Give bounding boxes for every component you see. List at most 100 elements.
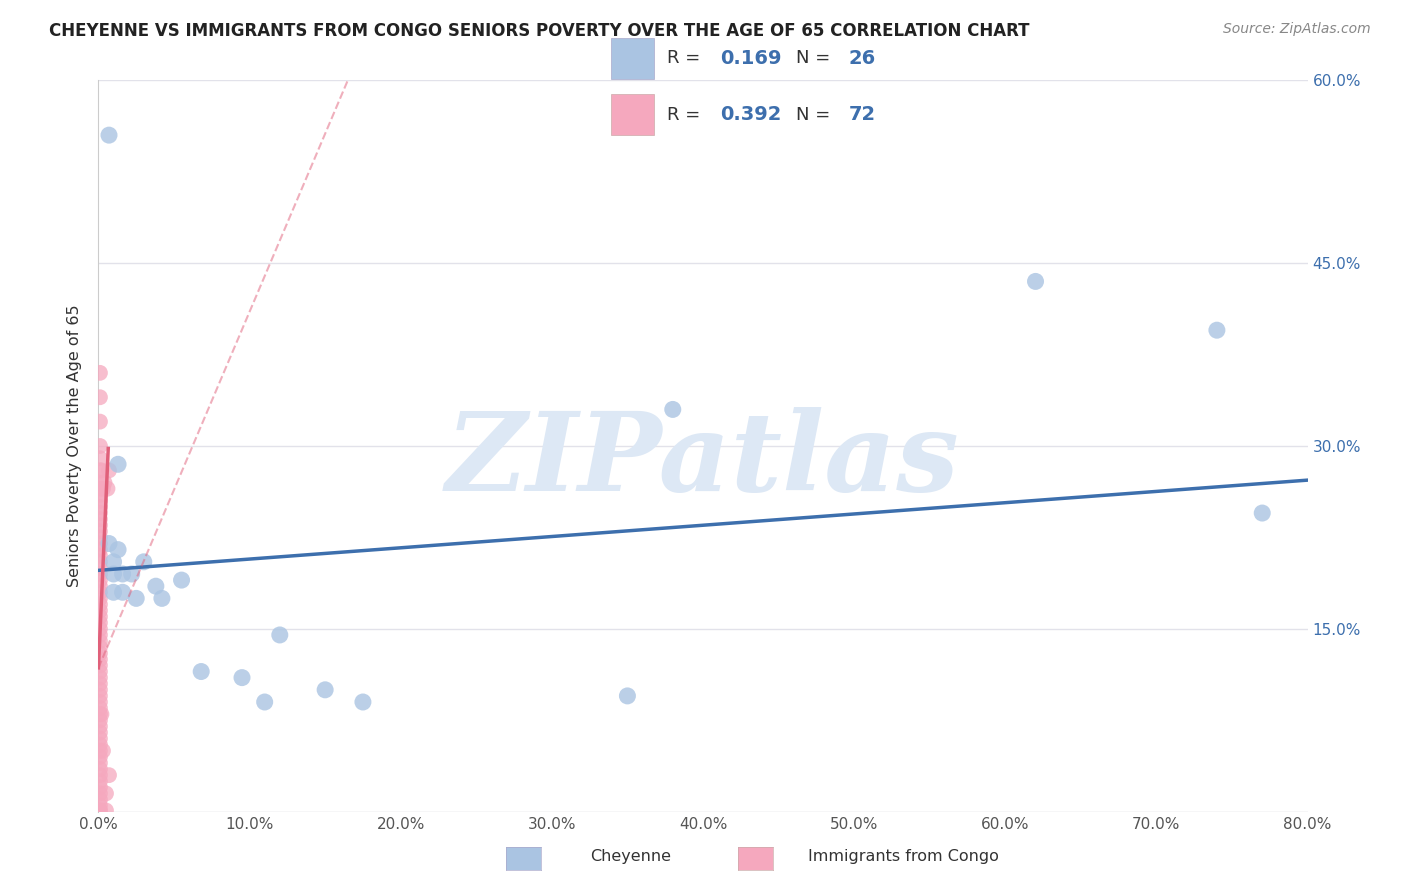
Text: ZIPatlas: ZIPatlas <box>446 407 960 515</box>
Point <box>1024 274 1046 288</box>
Point <box>190 665 212 679</box>
Point <box>89 738 111 752</box>
Y-axis label: Seniors Poverty Over the Age of 65: Seniors Poverty Over the Age of 65 <box>67 305 83 587</box>
Point <box>89 695 111 709</box>
Point <box>96 482 118 496</box>
Point <box>89 530 111 544</box>
Text: Immigrants from Congo: Immigrants from Congo <box>808 849 1000 863</box>
Point <box>89 689 111 703</box>
Point <box>89 731 111 746</box>
Point <box>89 518 111 533</box>
Point <box>269 628 291 642</box>
Point <box>89 682 111 697</box>
Point <box>107 542 129 557</box>
Text: 26: 26 <box>849 48 876 68</box>
Point <box>94 804 117 818</box>
Text: CHEYENNE VS IMMIGRANTS FROM CONGO SENIORS POVERTY OVER THE AGE OF 65 CORRELATION: CHEYENNE VS IMMIGRANTS FROM CONGO SENIOR… <box>49 22 1029 40</box>
Point <box>89 628 111 642</box>
Text: N =: N = <box>796 49 835 67</box>
Point <box>89 542 111 557</box>
Point <box>111 567 134 582</box>
Point <box>89 714 111 728</box>
Point <box>89 598 111 612</box>
Text: 0.169: 0.169 <box>720 48 782 68</box>
Point <box>352 695 374 709</box>
Point <box>98 768 121 782</box>
Point <box>150 591 173 606</box>
Point <box>89 701 111 715</box>
Point <box>103 555 125 569</box>
Point <box>89 665 111 679</box>
Point <box>616 689 638 703</box>
Text: 0.392: 0.392 <box>720 105 782 124</box>
Point <box>90 463 112 477</box>
Point <box>89 536 111 550</box>
Point <box>1251 506 1274 520</box>
Bar <box>610 95 654 136</box>
Point <box>89 415 111 429</box>
Point <box>89 622 111 636</box>
Point <box>89 744 111 758</box>
Point <box>89 749 111 764</box>
Point <box>89 524 111 539</box>
Point <box>125 591 148 606</box>
Text: 72: 72 <box>849 105 876 124</box>
Point <box>89 774 111 789</box>
Point <box>89 804 111 818</box>
Point <box>98 463 121 477</box>
Point <box>89 488 111 502</box>
Point <box>89 567 111 582</box>
Point <box>111 585 134 599</box>
Point <box>89 439 111 453</box>
Point <box>90 707 112 722</box>
Text: R =: R = <box>666 49 706 67</box>
Point <box>253 695 276 709</box>
Point <box>89 585 111 599</box>
Point <box>89 549 111 563</box>
Point <box>103 567 125 582</box>
Point <box>107 457 129 471</box>
Point <box>89 555 111 569</box>
Point <box>89 804 111 818</box>
Point <box>89 725 111 739</box>
Point <box>89 676 111 690</box>
Point <box>89 451 111 466</box>
Point <box>89 719 111 733</box>
Point <box>132 555 155 569</box>
Point <box>231 671 253 685</box>
Point <box>145 579 167 593</box>
Point <box>89 506 111 520</box>
Point <box>89 652 111 666</box>
Point <box>89 475 111 490</box>
Point <box>661 402 683 417</box>
Point <box>91 482 114 496</box>
Text: N =: N = <box>796 105 835 124</box>
Point <box>89 390 111 404</box>
Point <box>89 573 111 587</box>
Point <box>89 561 111 575</box>
Point <box>89 579 111 593</box>
Point <box>121 567 143 582</box>
Point <box>89 787 111 801</box>
Point <box>89 768 111 782</box>
Point <box>89 463 111 477</box>
Point <box>89 615 111 630</box>
Point <box>89 494 111 508</box>
Point <box>98 128 121 142</box>
Point <box>94 787 117 801</box>
Point <box>93 475 115 490</box>
Point <box>89 658 111 673</box>
Point <box>89 512 111 526</box>
Point <box>170 573 193 587</box>
Point <box>89 640 111 655</box>
Point <box>1206 323 1229 337</box>
Point <box>89 634 111 648</box>
Point <box>89 798 111 813</box>
Point <box>89 609 111 624</box>
Text: Cheyenne: Cheyenne <box>591 849 672 863</box>
Point <box>89 482 111 496</box>
Point <box>89 707 111 722</box>
Point <box>89 792 111 806</box>
Point <box>89 603 111 617</box>
Point <box>89 756 111 770</box>
